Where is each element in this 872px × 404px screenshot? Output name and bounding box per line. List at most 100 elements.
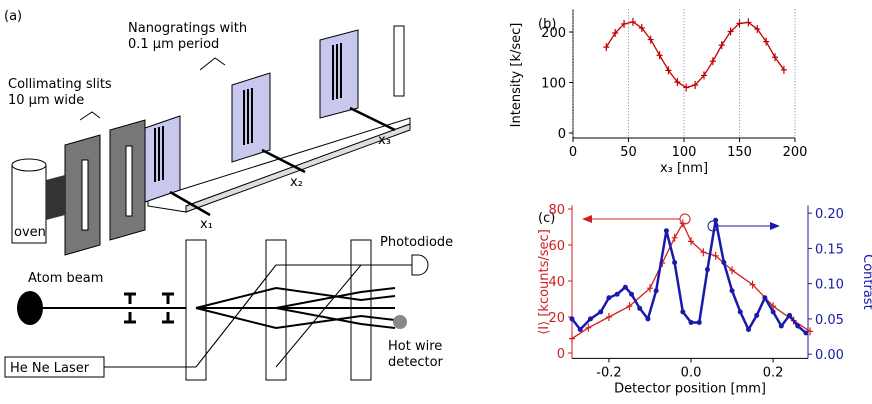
diagram: (a) x₁ x₂ x₃ oven Nanogratings with 0.1 … [4, 9, 453, 381]
panel-label: (c) [538, 211, 555, 226]
point [646, 284, 653, 293]
y2-axis-label: Contrast [860, 254, 872, 310]
point [729, 266, 736, 275]
laser [4, 356, 105, 378]
laser-beam [195, 264, 277, 368]
y2-tick-label: 0.05 [815, 313, 844, 328]
point [585, 323, 592, 332]
x-tick-label: 100 [672, 145, 697, 160]
point [674, 77, 681, 86]
point [745, 326, 751, 332]
point [621, 19, 628, 28]
point [679, 219, 686, 228]
series-line [571, 221, 811, 340]
oven-label: oven [14, 225, 46, 240]
slit [125, 145, 133, 217]
point [721, 260, 727, 266]
point [727, 27, 734, 36]
point [680, 309, 686, 315]
axis-label: x₂ [290, 175, 303, 190]
y-tick-label: 0 [558, 127, 566, 142]
point [605, 313, 612, 321]
point [569, 334, 575, 343]
point [656, 51, 663, 60]
point [795, 323, 801, 329]
point [692, 81, 699, 90]
y-axis-label: ⟨I⟩ [kcounts/sec] [537, 229, 552, 335]
y2-tick-label: 0.00 [815, 348, 844, 363]
point [663, 228, 669, 234]
y-axis-label: Intensity [k/sec] [509, 23, 524, 128]
point [665, 66, 672, 75]
axis-label: x₁ [200, 217, 213, 232]
point [704, 267, 710, 273]
x-tick-label: 50 [620, 145, 637, 160]
point [606, 295, 612, 301]
point [712, 251, 719, 260]
hot-wire [393, 315, 407, 329]
x-tick-label: 0.2 [763, 365, 784, 380]
point [737, 309, 743, 315]
beam [46, 175, 65, 220]
y-tick-label: 80 [548, 203, 565, 218]
oven [11, 164, 47, 244]
point [754, 24, 761, 33]
annotations-c [582, 213, 780, 232]
x-axis-label: x₃ [nm] [660, 161, 708, 176]
point [770, 309, 776, 315]
point [778, 323, 784, 329]
point [807, 327, 814, 336]
base-plate [147, 117, 411, 213]
label: Nanogratings with [128, 21, 247, 36]
y-tick-label: 100 [541, 76, 566, 91]
point [709, 57, 716, 66]
point [713, 217, 719, 223]
point [763, 37, 770, 46]
y-tick-label: 0 [557, 347, 565, 362]
point [626, 302, 633, 311]
axis-arrows [169, 106, 396, 217]
oven-top [11, 158, 47, 172]
point [671, 233, 678, 242]
arrowhead [770, 222, 780, 230]
slits [124, 292, 174, 324]
label: Hot wire [388, 339, 442, 354]
label: Collimating slits [8, 77, 112, 92]
pointer [79, 111, 101, 121]
x-tick-label: 150 [727, 145, 752, 160]
y-tick-label: 40 [548, 275, 565, 290]
point [688, 237, 695, 246]
arrowhead [582, 215, 592, 223]
pointer [199, 57, 226, 71]
point [603, 43, 610, 52]
point [577, 326, 583, 332]
point [598, 309, 604, 315]
grating-lines [154, 43, 342, 182]
marker-circle [679, 213, 691, 225]
panel-label: (a) [4, 9, 22, 24]
point [762, 295, 768, 301]
y2-tick-label: 0.10 [815, 278, 844, 293]
photodiode [411, 254, 429, 276]
point [772, 53, 779, 62]
panel-label: (b) [538, 17, 556, 32]
x-tick-label: 0.0 [681, 365, 702, 380]
y2-tick-label: 0.20 [815, 207, 844, 222]
x-tick-label: 200 [783, 145, 808, 160]
grating [319, 29, 359, 119]
label: 0.1 µm period [128, 37, 219, 52]
axis-label: x₃ [378, 133, 391, 148]
point [787, 312, 793, 318]
point [780, 65, 787, 74]
point [587, 316, 593, 322]
point [672, 260, 678, 266]
x-tick-label: -0.2 [596, 365, 621, 380]
point [629, 17, 636, 26]
y-tick-label: 200 [541, 26, 566, 41]
point [745, 18, 752, 27]
x-tick-label: 0 [569, 145, 577, 160]
label: detector [388, 355, 444, 370]
point [653, 288, 659, 294]
laser-beam [275, 264, 362, 368]
